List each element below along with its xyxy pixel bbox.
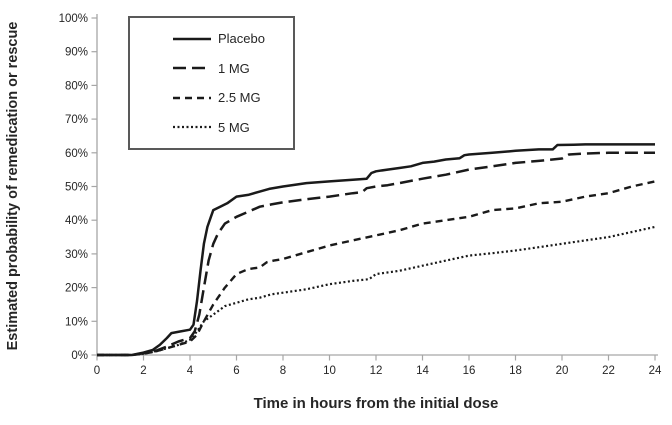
legend-item-2-5mg: 2.5 MG [172, 90, 293, 105]
x-tick-label: 2 [140, 365, 146, 377]
series-line-placebo [97, 143, 655, 357]
series-line-5-mg [97, 225, 656, 357]
y-tick-label: 50% [65, 182, 88, 194]
x-tick-label: 20 [556, 365, 569, 377]
x-tick-label: 0 [94, 365, 100, 377]
y-tick-label: 90% [65, 47, 88, 59]
legend-label-1mg: 1 MG [218, 60, 250, 76]
x-tick-label: 6 [233, 365, 239, 377]
legend: Placebo 1 MG 2.5 MG 5 MG [128, 16, 295, 150]
x-tick-label: 4 [187, 365, 194, 377]
legend-item-placebo: Placebo [172, 31, 293, 46]
y-axis-ticks: 0% 10% 20% 30% 40% 50% 60% 70% 80% 90% 100% [59, 13, 97, 362]
x-axis-ticks: 0 2 4 6 8 10 12 14 16 18 20 22 24 [94, 355, 662, 377]
long-dash-line-sample-icon [173, 67, 211, 70]
legend-item-1mg: 1 MG [172, 61, 293, 76]
y-tick-label: 20% [65, 283, 88, 295]
legend-label-2-5mg: 2.5 MG [218, 90, 261, 106]
y-tick-label: 0% [71, 350, 88, 362]
x-tick-label: 12 [370, 365, 383, 377]
legend-label-5mg: 5 MG [218, 119, 250, 135]
dash-line-sample-icon [173, 96, 211, 99]
y-tick-label: 10% [65, 316, 88, 328]
y-tick-label: 30% [65, 249, 88, 261]
series-line-1-mg [97, 151, 655, 357]
y-tick-label: 40% [65, 215, 88, 227]
y-tick-label: 80% [65, 80, 88, 92]
x-axis-title: Time in hours from the initial dose [254, 395, 499, 412]
solid-line-sample-icon [173, 37, 211, 40]
y-tick-label: 60% [65, 148, 88, 160]
x-tick-label: 14 [416, 365, 429, 377]
legend-label-placebo: Placebo [218, 31, 265, 47]
y-tick-label: 100% [59, 13, 88, 25]
data-series [97, 143, 656, 357]
x-tick-label: 18 [509, 365, 522, 377]
x-tick-label: 22 [602, 365, 615, 377]
legend-item-5mg: 5 MG [172, 120, 293, 135]
series-line-2-5-mg [97, 180, 656, 357]
y-tick-label: 70% [65, 114, 88, 126]
x-tick-label: 8 [280, 365, 286, 377]
x-tick-label: 24 [649, 365, 662, 377]
x-tick-label: 16 [463, 365, 476, 377]
y-axis-title: Estimated probability of remedication or… [5, 22, 21, 351]
x-tick-label: 10 [323, 365, 336, 377]
dotted-line-sample-icon [173, 126, 211, 129]
